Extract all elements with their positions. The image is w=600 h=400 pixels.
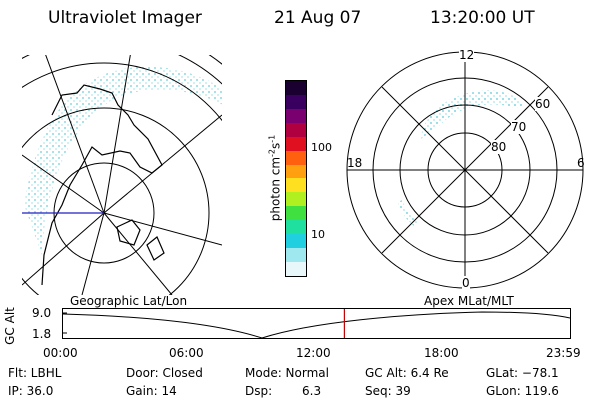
colorbar-tick-10: 10 xyxy=(311,228,325,241)
dsp-label: Dsp: xyxy=(245,384,273,398)
dsp-value: 6.3 xyxy=(302,384,322,398)
time-label: 13:20:00 UT xyxy=(430,8,535,28)
mlt-18-label: 18 xyxy=(347,156,363,170)
mlt-00-label: 0 xyxy=(462,276,470,290)
instrument-title: Ultraviolet Imager xyxy=(48,8,202,28)
colorbar-band xyxy=(286,150,306,165)
colorbar-band xyxy=(286,164,306,179)
colorbar-band xyxy=(286,220,306,235)
mlat-80-label: 80 xyxy=(491,140,507,154)
altitude-max-label: 9.0 xyxy=(32,306,52,320)
mlt-12-label: 12 xyxy=(459,48,475,62)
coastline xyxy=(41,84,163,286)
mode-info: Mode: Normal xyxy=(245,366,329,380)
colorbar-band xyxy=(286,192,306,207)
apex-caption: Apex MLat/MLT xyxy=(424,294,514,308)
altitude-min-label: 1.8 xyxy=(32,327,52,341)
gc-alt-info: GC Alt: 6.4 Re xyxy=(365,366,449,380)
colorbar-unit-label: photon cm-2s-1 xyxy=(267,134,283,222)
colorbar-band xyxy=(286,108,306,123)
colorbar-band xyxy=(286,122,306,137)
mlt-06-label: 6 xyxy=(577,156,585,170)
time-tick-2359: 23:59 xyxy=(546,346,581,360)
seq-info: Seq: 39 xyxy=(365,384,411,398)
auroral-oval-emission xyxy=(420,90,525,140)
ip-info: IP: 36.0 xyxy=(8,384,54,398)
date-label: 21 Aug 07 xyxy=(274,8,362,28)
altitude-curve xyxy=(62,311,571,339)
time-tick-0000: 00:00 xyxy=(43,346,78,360)
gain-info: Gain: 14 xyxy=(126,384,177,398)
time-tick-1200: 12:00 xyxy=(296,346,331,360)
intensity-colorbar xyxy=(285,80,307,277)
time-tick-0600: 06:00 xyxy=(169,346,204,360)
mlat-70-label: 70 xyxy=(511,120,527,134)
colorbar-band xyxy=(286,136,306,151)
colorbar-band xyxy=(286,261,306,276)
colorbar-band xyxy=(286,81,306,95)
altitude-timeline xyxy=(62,308,571,339)
filter-info: Flt: LBHL xyxy=(8,366,62,380)
geographic-caption: Geographic Lat/Lon xyxy=(70,294,188,308)
time-tick-1800: 18:00 xyxy=(424,346,459,360)
door-info: Door: Closed xyxy=(126,366,203,380)
colorbar-band xyxy=(286,248,306,262)
glat-info: GLat: −78.1 xyxy=(486,366,559,380)
colorbar-band xyxy=(286,94,306,109)
colorbar-band xyxy=(286,234,306,249)
mlat-60-label: 60 xyxy=(535,97,551,111)
geographic-map xyxy=(22,55,222,295)
aurora-emission-region xyxy=(24,66,222,255)
polar-plot xyxy=(346,51,584,289)
colorbar-band xyxy=(286,178,306,193)
colorbar-tick-100: 100 xyxy=(311,141,332,154)
colorbar-band xyxy=(286,206,306,221)
glon-info: GLon: 119.6 xyxy=(486,384,559,398)
altitude-axis-label: GC Alt xyxy=(3,307,17,345)
